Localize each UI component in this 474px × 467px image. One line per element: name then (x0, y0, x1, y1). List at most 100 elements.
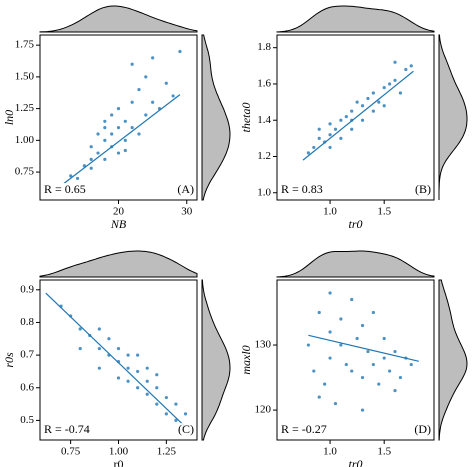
point (344, 362, 348, 367)
annotation-bg (175, 423, 195, 437)
point (398, 375, 403, 380)
point (328, 133, 332, 137)
point (333, 127, 338, 131)
x-tick-label: 1.0 (323, 206, 337, 218)
point (97, 327, 101, 331)
point (126, 353, 130, 357)
y-marginal-density (201, 34, 231, 201)
point (116, 346, 121, 351)
annotation-bg (42, 183, 88, 197)
point (151, 56, 155, 60)
y-tick-label: 0.9 (20, 283, 34, 295)
x-tick-label: 1.5 (377, 446, 391, 458)
point (126, 366, 130, 370)
point (137, 87, 141, 92)
point (382, 85, 386, 90)
point (350, 109, 354, 113)
x-axis-label: tr0 (348, 217, 362, 231)
point (164, 81, 168, 85)
point (355, 336, 359, 341)
annotation-bg (412, 423, 432, 437)
y-tick-label: 130 (255, 339, 272, 351)
point (136, 369, 140, 374)
point (317, 310, 321, 315)
plot-frame (276, 34, 435, 201)
point (75, 176, 80, 181)
point (355, 100, 359, 104)
point (116, 107, 121, 111)
point (323, 382, 327, 386)
point (155, 386, 159, 390)
point (306, 151, 310, 155)
y-marginal-density (438, 279, 468, 441)
point (317, 136, 321, 140)
point (78, 346, 82, 351)
y-tick-label: 1.8 (257, 41, 271, 53)
point (174, 402, 178, 406)
panel-label: (C) (178, 422, 194, 436)
correlation-label: R = 0.83 (281, 182, 323, 196)
point (317, 395, 321, 399)
point (103, 138, 107, 142)
point (393, 349, 397, 354)
point (388, 82, 392, 86)
y-tick-label: 0.6 (20, 381, 34, 393)
point (144, 75, 148, 79)
point (344, 114, 348, 119)
point (123, 148, 127, 153)
point (360, 104, 365, 108)
point (371, 109, 375, 113)
point (328, 122, 332, 126)
annotation-bg (279, 423, 325, 437)
point (136, 386, 140, 390)
point (360, 408, 365, 412)
y-tick-label: 1.00 (15, 134, 35, 146)
y-tick-label: 1.25 (15, 102, 35, 114)
fit-line (302, 70, 414, 161)
point (404, 67, 408, 72)
point (371, 310, 375, 315)
point (382, 356, 386, 360)
point (145, 379, 149, 383)
point (328, 356, 332, 360)
point (328, 330, 332, 334)
point (312, 145, 316, 150)
plot-frame (276, 279, 435, 441)
point (350, 369, 354, 373)
point (103, 126, 107, 130)
annotation-bg (412, 183, 432, 197)
point (350, 297, 354, 302)
point (306, 343, 310, 347)
point (116, 151, 121, 155)
point (371, 91, 375, 95)
point (312, 369, 316, 373)
x-tick-label: 20 (113, 206, 125, 218)
point (366, 96, 370, 101)
y-tick-label: 120 (255, 404, 272, 416)
point (393, 78, 397, 82)
point (155, 373, 159, 377)
y-tick-label: 1.2 (257, 150, 271, 162)
point (136, 353, 140, 357)
x-tick-label: 1.5 (377, 206, 391, 218)
point (360, 323, 365, 328)
point (130, 62, 134, 66)
x-tick-label: 0.75 (61, 446, 81, 458)
y-axis-label: theta0 (239, 103, 253, 133)
annotation-bg (42, 423, 88, 437)
point (144, 113, 148, 117)
fit-line (63, 94, 181, 184)
point (164, 412, 168, 416)
point (393, 60, 397, 64)
point (339, 136, 343, 140)
point (126, 379, 130, 383)
x-marginal-density (276, 5, 435, 33)
x-tick-label: 30 (181, 206, 193, 218)
point (145, 366, 149, 370)
x-tick-label: 1.00 (109, 446, 129, 458)
point (155, 402, 159, 406)
point (116, 376, 121, 380)
x-marginal-density (39, 5, 198, 33)
point (388, 369, 392, 373)
point (97, 366, 101, 370)
